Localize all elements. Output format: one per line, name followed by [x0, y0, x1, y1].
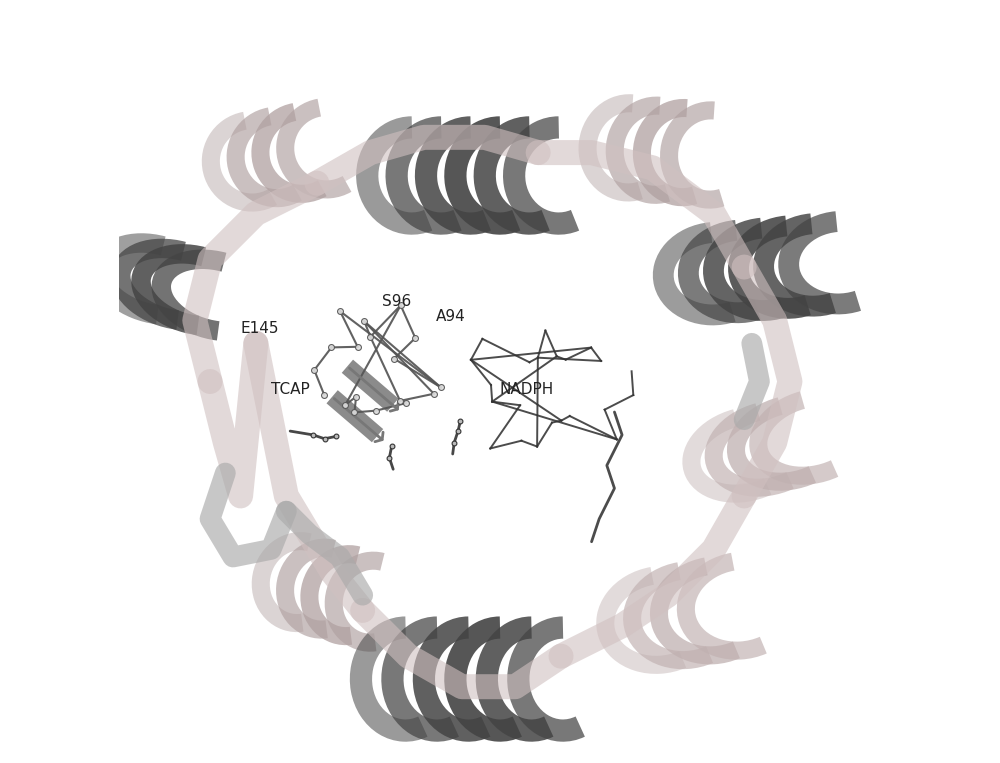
Point [381, 452, 397, 464]
Point [398, 397, 414, 409]
Text: TCAP: TCAP [271, 382, 310, 397]
Point [450, 425, 466, 437]
Point [407, 332, 423, 344]
Point [316, 388, 332, 401]
Point [362, 330, 378, 343]
Point [356, 315, 372, 327]
Point [323, 341, 339, 353]
Point [426, 388, 442, 400]
Point [384, 440, 400, 452]
Text: S96: S96 [382, 294, 412, 309]
Point [317, 433, 333, 445]
Text: NADPH: NADPH [500, 382, 554, 397]
Point [348, 391, 364, 403]
Text: E145: E145 [240, 320, 279, 336]
Point [306, 364, 322, 376]
Point [332, 305, 348, 317]
Point [350, 341, 366, 353]
Point [392, 394, 408, 407]
Point [328, 430, 344, 443]
Point [433, 382, 449, 394]
Point [386, 353, 402, 365]
Point [337, 399, 353, 411]
Point [346, 406, 362, 418]
Point [368, 404, 384, 417]
Text: A94: A94 [436, 309, 465, 324]
Point [393, 299, 409, 311]
Point [446, 436, 462, 449]
Point [452, 415, 468, 427]
Point [305, 429, 321, 441]
